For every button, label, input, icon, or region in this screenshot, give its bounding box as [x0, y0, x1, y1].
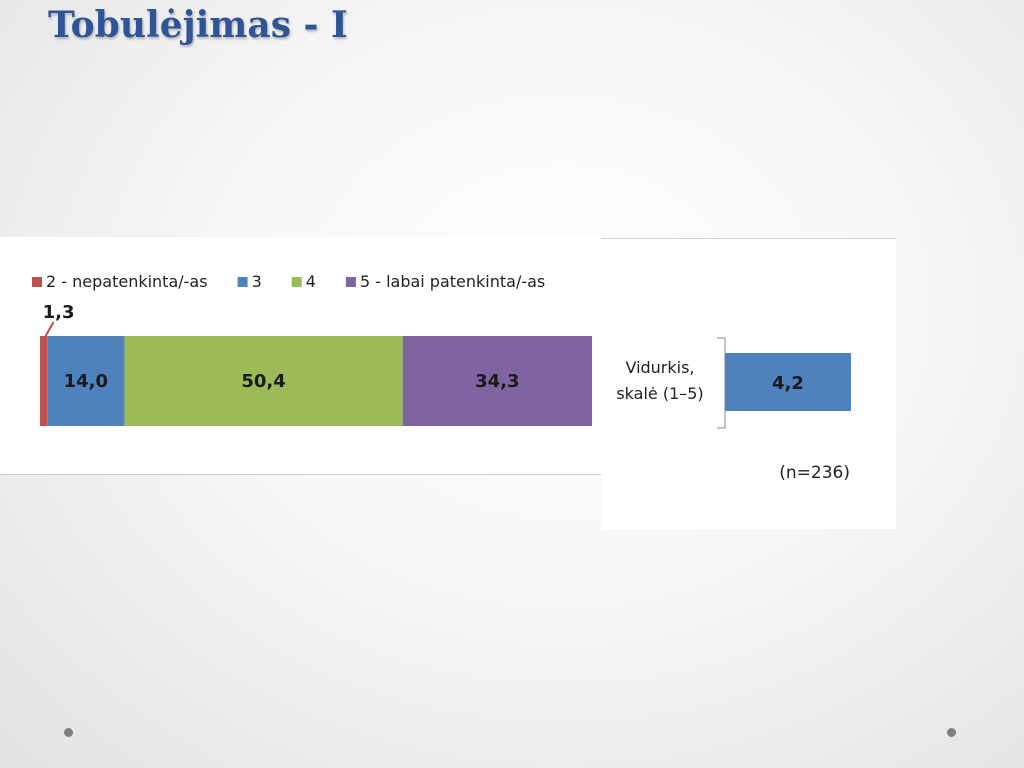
data-label-1: 1,3: [43, 302, 75, 323]
legend: 2 - nepatenkinta/-as 3 4 5 - labai patenkin…: [32, 272, 545, 291]
slide-corner-dot-right: [947, 728, 956, 737]
legend-swatch-2: [237, 277, 248, 287]
sample-size-note: (n=236): [779, 463, 850, 483]
mean-data-label: 4,2: [772, 373, 804, 394]
data-label-4: 34,3: [475, 371, 519, 392]
data-label-3: 50,4: [241, 371, 285, 392]
slide-corner-dot-left: [64, 728, 73, 737]
legend-label-1: 2 - nepatenkinta/-as: [46, 272, 208, 291]
legend-label-2: 3: [252, 272, 262, 291]
bar-segment-3: [124, 336, 403, 426]
bar-segment-1: [40, 336, 48, 426]
mean-bar-chart: Vidurkis, skalė (1–5) 4,2 (n=236): [616, 337, 851, 483]
legend-swatch-4: [345, 277, 356, 287]
mean-bar: [725, 353, 851, 411]
bar-segment-4: [402, 336, 592, 426]
category-axis: [717, 337, 726, 429]
data-label-leader-1: [44, 321, 55, 337]
slide-title: Tobulėjimas - I: [48, 4, 348, 46]
category-label-line-1: Vidurkis,: [625, 358, 694, 377]
legend-swatch-1: [32, 277, 42, 287]
legend-label-4: 5 - labai patenkinta/-as: [360, 272, 545, 291]
category-label-line-2: skalė (1–5): [616, 384, 703, 403]
bar-segment-2: [47, 336, 125, 426]
stacked-bar: 1,3 14,0 50,4 34,3: [40, 302, 592, 426]
legend-label-3: 4: [306, 272, 316, 291]
data-label-2: 14,0: [64, 371, 108, 392]
legend-swatch-3: [291, 277, 302, 287]
